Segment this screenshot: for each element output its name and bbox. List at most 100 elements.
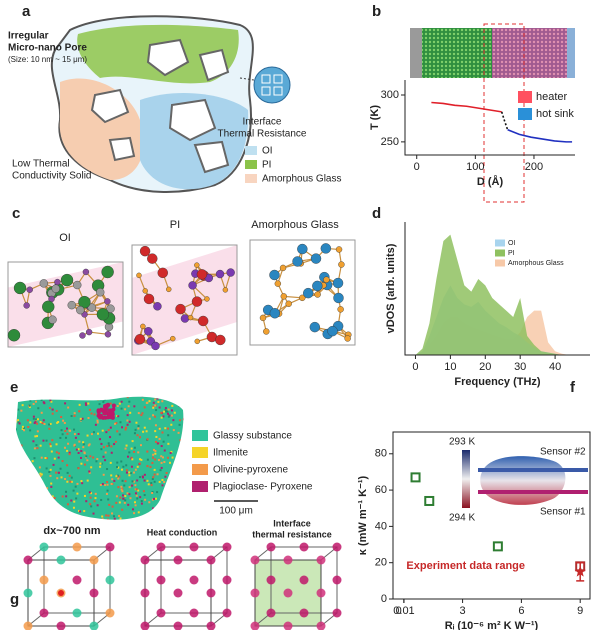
lattice-site (23, 621, 33, 630)
speckle (30, 514, 33, 517)
speckle (88, 470, 91, 473)
speckle (52, 394, 54, 396)
speckle (114, 422, 117, 425)
speckle (90, 518, 93, 520)
y-tick-label: 40 (375, 520, 387, 532)
speckle (20, 446, 23, 449)
panel-letter: b (372, 3, 381, 20)
point (424, 495, 435, 506)
speckle (51, 495, 54, 498)
atom (320, 243, 332, 254)
speckle (33, 472, 36, 475)
speckle (182, 435, 184, 438)
speckle (44, 457, 47, 460)
speckle (16, 462, 17, 465)
speckle (76, 482, 79, 485)
speckle (101, 515, 104, 518)
pore (146, 38, 190, 77)
speckle (88, 398, 91, 401)
atom (134, 334, 146, 345)
speckle (70, 499, 73, 502)
speckle (38, 490, 41, 493)
cube-label: Interface (273, 518, 311, 528)
speckle (127, 455, 130, 458)
speckle (83, 494, 86, 497)
speckle (169, 398, 172, 401)
speckle (154, 424, 157, 427)
speckle (22, 499, 25, 502)
atom (279, 264, 287, 272)
speckle (123, 484, 126, 487)
x-tick-label: 0.01 (393, 605, 414, 617)
speckle (50, 450, 53, 453)
lattice-site (206, 588, 216, 598)
speckle (118, 402, 121, 405)
speckle (99, 398, 102, 401)
speckle (77, 448, 80, 451)
speckle (146, 479, 149, 482)
speckle (163, 494, 166, 497)
speckle (166, 410, 169, 413)
speckle (161, 431, 164, 434)
speckle (151, 498, 154, 501)
sample-image (480, 456, 566, 505)
speckle (50, 482, 53, 485)
speckle (39, 421, 42, 424)
speckle (185, 397, 187, 399)
speckle (148, 501, 151, 504)
speckle (128, 471, 131, 474)
speckle (129, 472, 132, 475)
speckle (125, 426, 128, 429)
speckle (166, 456, 169, 459)
speckle (34, 420, 37, 423)
lattice-site (250, 621, 260, 630)
speckle (86, 459, 89, 462)
speckle (80, 450, 83, 453)
speckle (154, 440, 157, 443)
speckle (68, 451, 71, 454)
atom (140, 323, 146, 330)
speckle (69, 429, 72, 432)
atom (327, 325, 338, 337)
atom (153, 302, 162, 311)
y-tick-label: 60 (375, 484, 387, 496)
speckle (159, 508, 162, 511)
speckle (33, 421, 36, 424)
speckle (16, 464, 19, 467)
atom (215, 334, 226, 346)
speckle (149, 466, 152, 469)
speckle (57, 506, 60, 509)
speckle (103, 398, 106, 401)
legend-label: heater (536, 91, 568, 103)
speckle (165, 410, 168, 413)
x-axis-label: Frequency (THz) (454, 376, 541, 388)
speckle (28, 512, 31, 515)
lattice-site (283, 555, 293, 565)
speckle (100, 462, 103, 465)
speckle (162, 510, 165, 513)
speckle (138, 462, 141, 465)
speckle (118, 475, 121, 478)
speckle (35, 444, 38, 447)
speckle (135, 494, 138, 497)
speckle (67, 406, 70, 409)
speckle (107, 518, 110, 520)
speckle (28, 397, 31, 400)
lattice-site (39, 542, 49, 552)
speckle (43, 516, 46, 519)
x-tick-label: 200 (525, 161, 543, 173)
axes (404, 80, 575, 156)
speckle (85, 520, 87, 522)
speckle (142, 430, 145, 433)
speckle (134, 468, 137, 471)
label: (Size: 10 nm ~ 15 μm) (8, 55, 87, 64)
speckle (156, 491, 159, 494)
y-tick-label: 20 (375, 557, 387, 569)
speckle (175, 466, 178, 469)
speckle (90, 412, 93, 415)
x-tick-label: 6 (518, 605, 524, 617)
area (415, 234, 584, 355)
lattice-site (283, 588, 293, 598)
cube-label: Heat conduction (147, 527, 218, 537)
